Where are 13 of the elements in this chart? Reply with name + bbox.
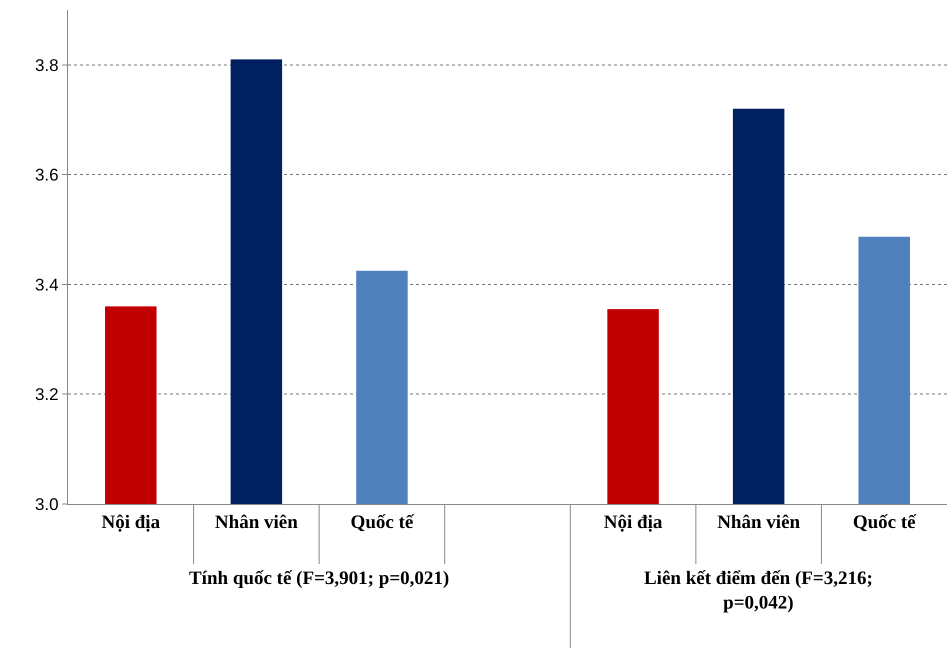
y-tick-label: 3.6 [34, 166, 59, 185]
x-tick-label: Quốc tế [852, 512, 918, 533]
y-tick-label: 3.8 [34, 56, 59, 75]
x-tick-label: Nhân viên [214, 512, 298, 533]
y-tick-label: 3.0 [34, 494, 59, 514]
x-tick-label: Quốc tế [350, 512, 415, 533]
text: Liên kết điểm đến (F=3,216; p=0,042) [644, 568, 873, 614]
y-tick-label: 3.4 [34, 275, 59, 294]
x-tick-label: Nội địa [604, 512, 663, 533]
text: Tính quốc tế (F=3,901; p=0,021) [189, 568, 450, 589]
x-tick-label: Nội địa [101, 512, 161, 533]
y-tick-label: 3.2 [34, 385, 59, 404]
x-tick-label: Nhân viên [717, 512, 801, 533]
